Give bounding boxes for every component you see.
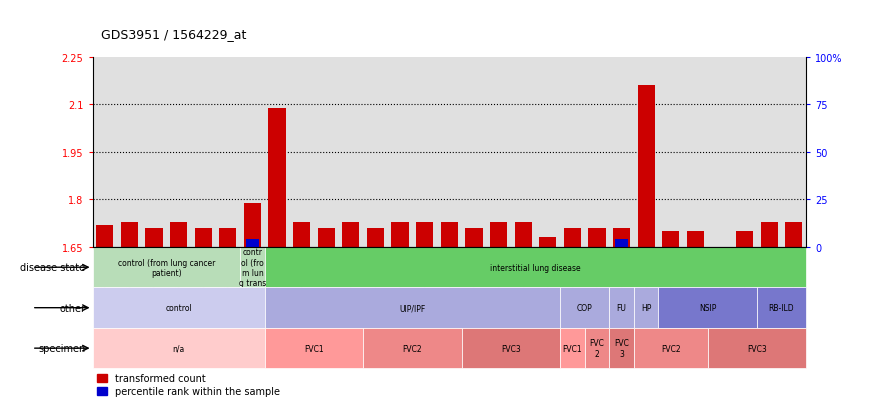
Bar — [785, 222, 803, 247]
Bar — [560, 288, 610, 328]
Bar — [391, 222, 409, 247]
Text: other: other — [59, 303, 85, 313]
Bar — [265, 247, 806, 288]
Bar — [490, 222, 507, 247]
Bar — [265, 288, 560, 328]
Text: RB-ILD: RB-ILD — [769, 304, 795, 312]
Bar — [246, 240, 259, 247]
Bar — [564, 228, 581, 247]
Text: FVC
3: FVC 3 — [614, 339, 629, 358]
Text: FVC1: FVC1 — [563, 344, 582, 353]
Bar — [560, 328, 585, 368]
Text: specimen: specimen — [38, 343, 85, 353]
Bar — [244, 203, 261, 247]
Text: control (from lung cancer
patient): control (from lung cancer patient) — [118, 258, 215, 277]
Bar — [93, 328, 265, 368]
Bar — [462, 328, 560, 368]
Bar — [736, 232, 753, 247]
Bar — [219, 228, 236, 247]
Bar — [195, 228, 211, 247]
Text: FVC3: FVC3 — [501, 344, 521, 353]
Bar — [241, 247, 265, 288]
Bar — [515, 222, 532, 247]
Bar — [170, 222, 188, 247]
Bar — [610, 288, 633, 328]
Bar — [633, 288, 658, 328]
Bar — [96, 225, 114, 247]
Text: interstitial lung disease: interstitial lung disease — [490, 263, 581, 272]
Bar — [416, 222, 433, 247]
Text: n/a: n/a — [173, 344, 185, 353]
Bar — [585, 328, 610, 368]
Text: disease state: disease state — [20, 263, 85, 273]
Text: GDS3951 / 1564229_at: GDS3951 / 1564229_at — [101, 28, 247, 41]
Text: control: control — [166, 304, 192, 312]
Text: HP: HP — [641, 304, 651, 312]
Bar — [707, 328, 806, 368]
Text: FU: FU — [617, 304, 626, 312]
Bar — [465, 228, 483, 247]
Bar — [366, 228, 384, 247]
Bar — [539, 238, 556, 247]
Bar — [615, 240, 628, 247]
Bar — [663, 232, 679, 247]
Text: NSIP: NSIP — [699, 304, 716, 312]
Text: UIP/IPF: UIP/IPF — [399, 304, 426, 312]
Bar — [658, 288, 757, 328]
Bar — [269, 108, 285, 247]
Text: FVC
2: FVC 2 — [589, 339, 604, 358]
Legend: transformed count, percentile rank within the sample: transformed count, percentile rank withi… — [98, 373, 280, 396]
Text: FVC3: FVC3 — [747, 344, 766, 353]
Bar — [318, 228, 335, 247]
Bar — [613, 228, 630, 247]
Bar — [638, 86, 655, 247]
Bar — [589, 228, 605, 247]
Bar — [757, 288, 806, 328]
Bar — [687, 232, 704, 247]
Bar — [121, 222, 138, 247]
Bar — [342, 222, 359, 247]
Text: contr
ol (fro
m lun
g trans: contr ol (fro m lun g trans — [239, 247, 266, 287]
Bar — [440, 222, 458, 247]
Bar — [610, 328, 633, 368]
Text: FVC2: FVC2 — [661, 344, 681, 353]
Bar — [265, 328, 363, 368]
Bar — [93, 288, 265, 328]
Bar — [363, 328, 462, 368]
Text: FVC1: FVC1 — [304, 344, 324, 353]
Bar — [293, 222, 310, 247]
Bar — [760, 222, 778, 247]
Bar — [93, 247, 241, 288]
Text: FVC2: FVC2 — [403, 344, 422, 353]
Text: COP: COP — [577, 304, 593, 312]
Bar — [145, 228, 163, 247]
Bar — [633, 328, 707, 368]
